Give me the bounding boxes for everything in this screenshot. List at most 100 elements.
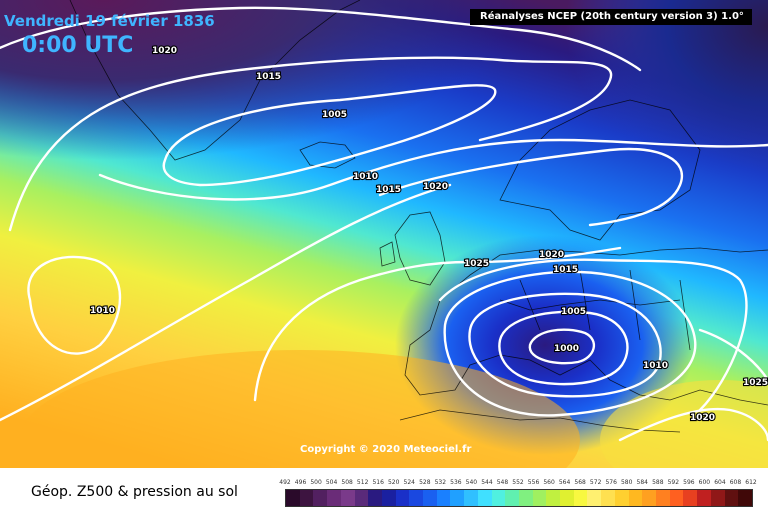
isobar-mid-1010 bbox=[98, 138, 768, 201]
isobar-outer-north bbox=[0, 6, 642, 72]
colorbar-swatch bbox=[560, 490, 574, 506]
iceland-coast bbox=[299, 141, 356, 169]
colorbar-tick-label: 608 bbox=[729, 479, 742, 486]
isobar-mid-1015 bbox=[378, 147, 683, 227]
colorbar-tick-label: 540 bbox=[465, 479, 478, 486]
colorbar-swatch bbox=[738, 490, 752, 506]
colorbar-tick-label: 592 bbox=[667, 479, 680, 486]
colorbar-swatch bbox=[491, 490, 506, 506]
colorbar-tick-label: 512 bbox=[356, 479, 369, 486]
colorbar-swatch bbox=[299, 490, 314, 506]
colorbar-swatch bbox=[340, 490, 355, 506]
isobar-ridge-1025 bbox=[253, 246, 622, 402]
colorbar-swatch bbox=[642, 490, 656, 506]
colorbar-swatch bbox=[710, 490, 725, 506]
colorbar bbox=[285, 489, 753, 507]
isobar-labels: 1020 1015 1005 1010 1015 1020 1025 1020 … bbox=[89, 45, 768, 424]
footer-title: Géop. Z500 & pression au sol bbox=[31, 484, 238, 500]
colorbar-tick-label: 576 bbox=[605, 479, 617, 486]
isobar-low-1005 bbox=[498, 310, 629, 386]
colorbar-tick-label: 536 bbox=[450, 479, 462, 486]
colorbar-swatch bbox=[450, 490, 465, 506]
borders bbox=[499, 269, 691, 351]
colorbar-swatch bbox=[313, 490, 328, 506]
colorbar-tick-label: 492 bbox=[279, 479, 291, 486]
scandinavia-coast bbox=[499, 99, 701, 241]
colorbar-swatch bbox=[423, 490, 437, 506]
colorbar-swatch bbox=[532, 490, 547, 506]
isobar-west-1010 bbox=[27, 255, 122, 355]
isobar-low-1010 bbox=[468, 292, 662, 398]
colorbar-swatch bbox=[573, 490, 588, 506]
colorbar-swatch bbox=[409, 490, 424, 506]
colorbar-swatch bbox=[436, 490, 451, 506]
colorbar-tick-label: 588 bbox=[652, 479, 664, 486]
isobar-label: 1020 bbox=[423, 182, 448, 192]
isobar-north-low bbox=[162, 84, 497, 187]
colorbar-tick-label: 548 bbox=[496, 479, 509, 486]
map-time: 0:00 UTC bbox=[22, 33, 134, 58]
colorbar-tick-label: 600 bbox=[698, 479, 711, 486]
colorbar-tick-label: 552 bbox=[512, 479, 524, 486]
colorbar-tick-label: 532 bbox=[434, 479, 447, 486]
colorbar-tick-label: 520 bbox=[387, 479, 400, 486]
greenland-coast bbox=[69, 0, 361, 161]
isobar-label: 1020 bbox=[539, 250, 564, 260]
colorbar-tick-label: 584 bbox=[636, 479, 648, 486]
colorbar-swatch bbox=[381, 490, 396, 506]
colorbar-swatch bbox=[286, 490, 300, 506]
isobar-low-1015 bbox=[443, 270, 697, 417]
isobar-label: 1010 bbox=[90, 306, 115, 316]
colorbar-tick-label: 528 bbox=[419, 479, 431, 486]
isobar-label: 1015 bbox=[256, 72, 281, 82]
colorbar-swatch bbox=[395, 490, 410, 506]
isobar-label: 1010 bbox=[353, 172, 378, 182]
isobar-ridge-1020 bbox=[0, 183, 452, 422]
isobar-label: 1005 bbox=[322, 110, 347, 120]
colorbar-swatch bbox=[327, 490, 341, 506]
isobar-label: 1005 bbox=[561, 307, 586, 317]
northeast-trough-shading bbox=[430, 0, 768, 260]
colorbar-swatch bbox=[518, 490, 533, 506]
isobar-label: 1000 bbox=[554, 344, 579, 354]
landmasses bbox=[69, 0, 768, 433]
isobar-southeast-1020 bbox=[618, 407, 768, 442]
colorbar-tick-label: 568 bbox=[574, 479, 586, 486]
colorbar-tick-label: 612 bbox=[745, 479, 757, 486]
colorbar-swatch bbox=[477, 490, 492, 506]
colorbar-tick-label: 516 bbox=[372, 479, 384, 486]
colorbar-swatch bbox=[697, 490, 711, 506]
map-date: Vendredi 19 février 1836 bbox=[4, 12, 215, 30]
isobar-label: 1025 bbox=[464, 259, 489, 269]
subtropical-ridge-shading bbox=[20, 350, 580, 468]
isobar-label: 1010 bbox=[643, 361, 668, 371]
colorbar-swatch bbox=[669, 490, 684, 506]
isobar-north-ring bbox=[8, 56, 613, 232]
colorbar-tick-label: 556 bbox=[527, 479, 540, 486]
colorbar-swatch bbox=[683, 490, 698, 506]
colorbar-swatch bbox=[655, 490, 670, 506]
europe-coast bbox=[404, 247, 768, 406]
source-label: Réanalyses NCEP (20th century version 3)… bbox=[470, 9, 752, 25]
colorbar-tick-label: 524 bbox=[403, 479, 415, 486]
colorbar-swatch bbox=[724, 490, 739, 506]
colorbar-tick-label: 572 bbox=[589, 479, 602, 486]
isobar-label: 1020 bbox=[152, 46, 177, 56]
colorbar-swatch bbox=[354, 490, 369, 506]
isobar-east-1025 bbox=[698, 328, 768, 382]
isobars bbox=[0, 6, 768, 442]
colorbar-swatch bbox=[505, 490, 519, 506]
colorbar-swatch bbox=[601, 490, 615, 506]
colorbar-tick-label: 508 bbox=[341, 479, 353, 486]
copyright-text: Copyright © 2020 Meteociel.fr bbox=[300, 444, 472, 455]
colorbar-swatch bbox=[546, 490, 561, 506]
isobar-label: 1020 bbox=[690, 413, 715, 423]
colorbar-tick-label: 580 bbox=[620, 479, 633, 486]
colorbar-tick-label: 564 bbox=[558, 479, 571, 486]
isobar-low-1000 bbox=[528, 328, 596, 365]
colorbar-swatch bbox=[614, 490, 629, 506]
isobar-label: 1015 bbox=[376, 185, 401, 195]
southeast-ridge-shading bbox=[600, 380, 768, 468]
colorbar-tick-label: 604 bbox=[714, 479, 726, 486]
